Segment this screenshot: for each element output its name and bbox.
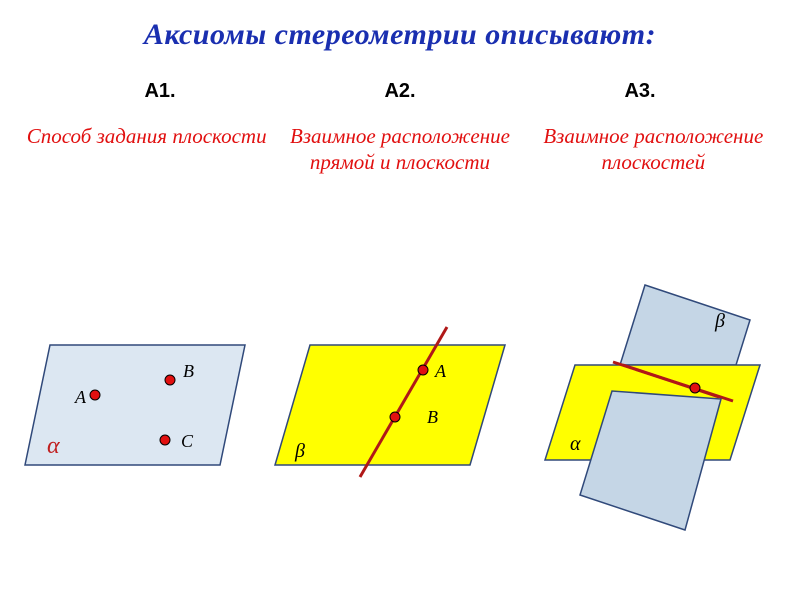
svg-text:β: β <box>294 440 305 462</box>
svg-text:α: α <box>47 433 60 459</box>
subtitle-2: Взаимное расположение прямой и плоскости <box>280 123 520 176</box>
svg-text:B: B <box>183 361 194 381</box>
plane-beta-top <box>620 285 750 365</box>
svg-text:α: α <box>570 433 581 455</box>
page-title: Аксиомы стереометрии описывают: <box>0 0 800 52</box>
diagram-3: αβ <box>545 285 775 545</box>
svg-text:A: A <box>434 361 447 381</box>
svg-text:B: B <box>427 407 438 427</box>
svg-text:A: A <box>74 387 87 407</box>
axiom-label-3: А3. <box>624 80 655 103</box>
diagram-1: A B Cα <box>25 335 255 485</box>
svg-text:β: β <box>714 310 725 332</box>
axiom-labels-row: А1. А2. А3. <box>0 80 800 103</box>
svg-text:C: C <box>181 431 194 451</box>
subtitle-3: Взаимное расположение плоскостей <box>533 123 773 176</box>
axiom-label-2: А2. <box>384 80 415 103</box>
subtitle-1: Способ задания плоскости <box>27 123 267 176</box>
diagrams-container: A B Cα A Bβ α β <box>0 305 800 585</box>
axiom-label-1: А1. <box>144 80 175 103</box>
axiom-subtitles-row: Способ задания плоскости Взаимное распол… <box>0 123 800 176</box>
diagram-2: A Bβ <box>275 335 515 495</box>
